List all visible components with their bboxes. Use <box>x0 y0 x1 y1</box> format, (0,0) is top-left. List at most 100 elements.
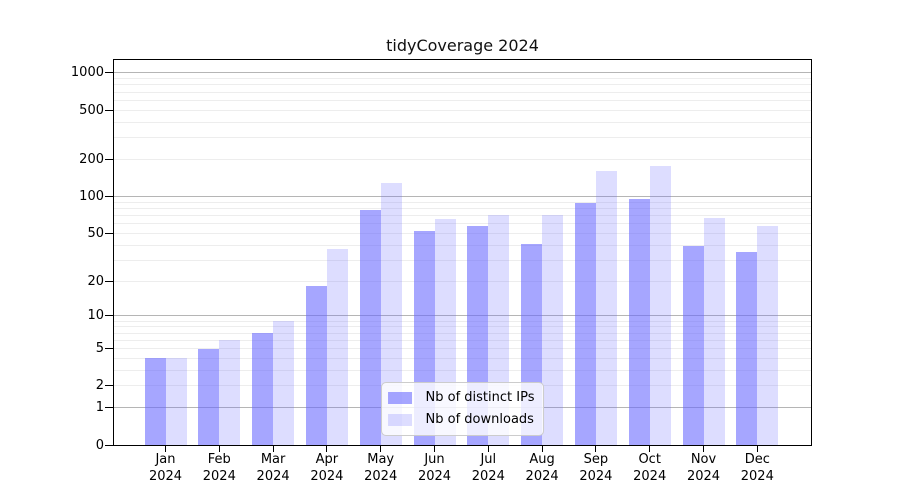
minor-gridline <box>114 201 811 203</box>
x-tick-label-month: Dec <box>744 452 770 467</box>
bar-downloads <box>273 321 295 445</box>
bar-downloads <box>219 340 241 445</box>
y-tick-mark <box>105 196 113 197</box>
minor-gridline <box>114 357 811 359</box>
x-tick-label-year: 2024 <box>471 469 505 484</box>
y-tick-mark <box>105 280 113 282</box>
x-tick-label-year: 2024 <box>202 469 236 484</box>
x-tick-label-month: Jun <box>424 452 445 467</box>
minor-gridline <box>114 244 811 246</box>
y-tick-label: 2 <box>95 378 104 394</box>
x-tick-label-year: 2024 <box>579 469 613 484</box>
bar-downloads <box>703 217 725 445</box>
major-gridline <box>114 315 811 317</box>
gridlines-layer <box>114 60 811 445</box>
x-tick-label-month: Aug <box>529 452 555 467</box>
x-tick-label-year: 2024 <box>364 469 398 484</box>
y-tick-label: 10 <box>87 308 104 324</box>
minor-gridline <box>114 326 811 328</box>
x-tick-mark <box>272 446 274 452</box>
y-tick-label: 500 <box>79 102 104 118</box>
bar-distinct-ips <box>144 358 166 445</box>
bar-downloads <box>757 226 779 445</box>
y-tick-mark <box>105 407 113 409</box>
x-tick-mark <box>541 446 543 452</box>
legend-item-downloads: Nb of downloads <box>387 410 535 429</box>
bar-distinct-ips <box>252 333 274 445</box>
minor-gridline <box>114 369 811 371</box>
minor-gridline <box>114 84 811 86</box>
x-tick-label: Sep 2024 <box>564 451 628 485</box>
x-tick-label-month: May <box>367 452 395 467</box>
bar-distinct-ips <box>305 286 327 445</box>
x-tick-label: May 2024 <box>349 451 413 485</box>
x-tick-label-year: 2024 <box>310 469 344 484</box>
x-tick-label-month: Nov <box>690 452 717 467</box>
legend-swatch-distinct-ips <box>387 391 412 404</box>
y-tick-label: 100 <box>79 189 104 204</box>
x-tick-label-month: Mar <box>260 452 286 467</box>
bar-distinct-ips <box>574 203 596 445</box>
legend-swatch-downloads <box>387 413 412 426</box>
y-tick-label: 1000 <box>70 65 104 81</box>
minor-gridline <box>114 158 811 160</box>
y-tick-label: 20 <box>87 273 104 289</box>
x-tick-label-month: Oct <box>638 452 661 467</box>
bar-downloads <box>595 171 617 445</box>
x-tick-label-month: Jan <box>155 452 176 467</box>
x-tick-label-month: Sep <box>583 452 609 467</box>
minor-gridline <box>114 332 811 334</box>
bar-distinct-ips <box>628 199 650 445</box>
x-tick-label-year: 2024 <box>740 469 774 484</box>
x-tick-mark <box>595 446 597 452</box>
x-tick-label: Oct 2024 <box>618 451 682 485</box>
x-tick-label: Jun 2024 <box>403 451 467 485</box>
minor-gridline <box>114 223 811 225</box>
x-tick-mark <box>218 446 220 452</box>
x-tick-label: Feb 2024 <box>187 451 251 485</box>
y-tick-label: 5 <box>95 341 104 356</box>
minor-gridline <box>114 109 811 111</box>
bar-downloads <box>542 215 564 445</box>
minor-gridline <box>114 91 811 93</box>
x-tick-label: Jan 2024 <box>134 451 198 485</box>
minor-gridline <box>114 137 811 139</box>
legend-label-downloads: Nb of downloads <box>425 412 534 427</box>
legend-label-distinct-ips: Nb of distinct IPs <box>425 390 535 405</box>
y-tick-mark <box>105 72 113 74</box>
x-tick-label: Dec 2024 <box>725 451 789 485</box>
x-tick-mark <box>380 446 382 452</box>
bar-downloads <box>380 183 402 445</box>
x-tick-label-year: 2024 <box>148 469 183 484</box>
y-tick-label: 200 <box>79 151 104 167</box>
x-tick-label-month: Apr <box>315 452 339 467</box>
y-tick-mark <box>105 444 113 446</box>
minor-gridline <box>114 280 811 282</box>
y-tick-mark <box>105 232 113 234</box>
bar-distinct-ips <box>736 252 758 445</box>
x-tick-mark <box>326 446 328 452</box>
minor-gridline <box>114 78 811 80</box>
bar-distinct-ips <box>198 348 220 445</box>
bar-distinct-ips <box>682 246 704 445</box>
minor-gridline <box>114 259 811 261</box>
minor-gridline <box>114 339 811 341</box>
y-tick-mark <box>105 385 113 387</box>
x-tick-mark <box>703 446 704 452</box>
major-gridline <box>114 72 811 74</box>
x-tick-label: Nov 2024 <box>672 451 736 485</box>
legend: Nb of distinct IPs Nb of downloads <box>380 382 545 436</box>
x-tick-mark <box>434 446 435 452</box>
y-tick-mark <box>105 158 113 160</box>
y-tick-label: 1 <box>95 400 104 416</box>
y-tick-mark <box>105 348 113 349</box>
y-tick-mark <box>105 109 113 111</box>
bar-downloads <box>165 358 187 445</box>
bar-downloads <box>649 165 671 445</box>
x-tick-mark <box>165 446 166 452</box>
y-tick-label: 0 <box>95 437 104 453</box>
minor-gridline <box>114 348 811 349</box>
minor-gridline <box>114 207 811 209</box>
x-tick-mark <box>487 446 489 452</box>
major-gridline <box>114 196 811 197</box>
